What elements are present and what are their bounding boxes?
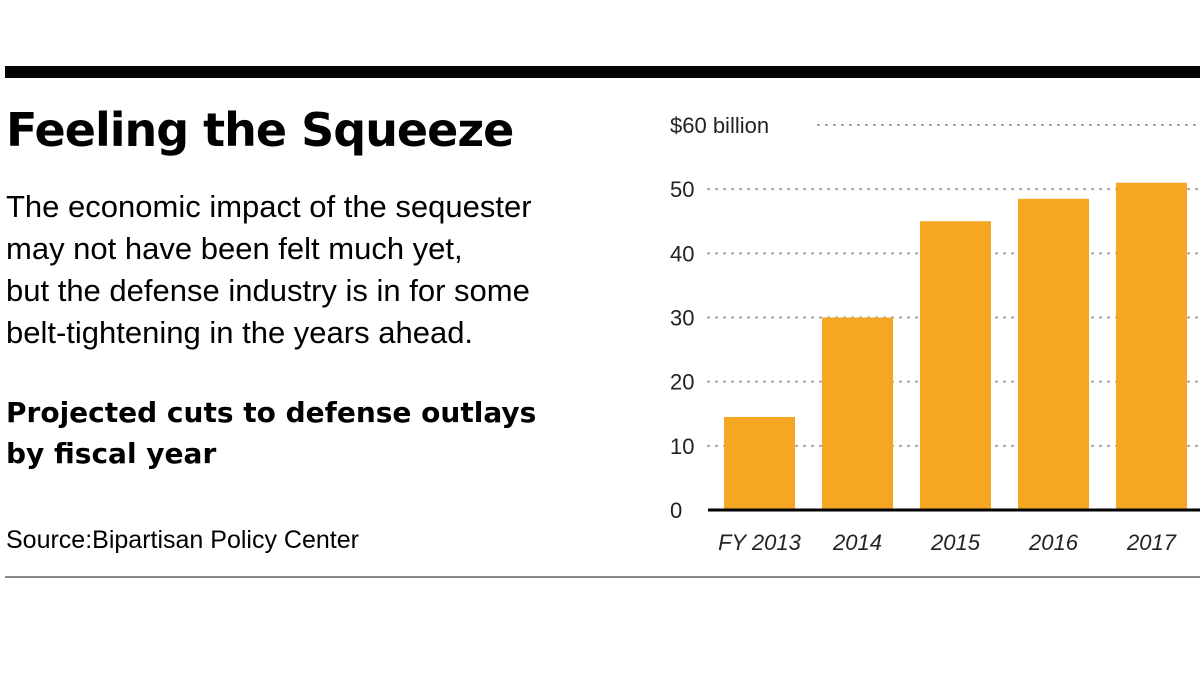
x-tick-label: 2014: [832, 530, 882, 555]
bottom-rule: [5, 576, 1200, 578]
description-line: The economic impact of the sequester: [6, 189, 532, 224]
chart-description: The economic impact of the sequester may…: [6, 186, 616, 354]
bar: [1116, 182, 1187, 510]
chart-title: Feeling the Squeeze: [6, 103, 514, 157]
y-tick-label: 40: [670, 241, 694, 266]
description-line: belt-tightening in the years ahead.: [6, 315, 474, 350]
source-note: Source:Bipartisan Policy Center: [6, 526, 359, 554]
y-tick-label: 10: [670, 434, 694, 459]
x-tick-label: 2015: [930, 530, 981, 555]
x-tick-label: FY 2013: [718, 530, 802, 555]
bar: [920, 221, 991, 510]
y-tick-label: 30: [670, 306, 694, 331]
bar: [822, 317, 893, 510]
subtitle-line: by fiscal year: [6, 437, 217, 470]
y-tick-label: 0: [670, 498, 682, 523]
description-line: may not have been felt much yet,: [6, 231, 463, 266]
top-rule: [5, 66, 1200, 78]
x-tick-label: 2017: [1126, 530, 1177, 555]
y-tick-label: 50: [670, 177, 694, 202]
y-tick-label: $60 billion: [670, 113, 769, 138]
x-tick-label: 2016: [1028, 530, 1079, 555]
bar: [724, 416, 795, 510]
bar-chart: 0 10 20 30 40 50 $60 billion FY 2013 2014 2015 201…: [640, 100, 1200, 570]
subtitle-line: Projected cuts to defense outlays: [6, 396, 537, 429]
description-line: but the defense industry is in for some: [6, 273, 530, 308]
bar-chart-svg: 0 10 20 30 40 50 $60 billion FY 2013 2014 2015 201…: [670, 113, 1200, 555]
bar: [1018, 198, 1089, 510]
y-tick-label: 20: [670, 370, 694, 395]
chart-subtitle: Projected cuts to defense outlays by fis…: [6, 392, 606, 474]
